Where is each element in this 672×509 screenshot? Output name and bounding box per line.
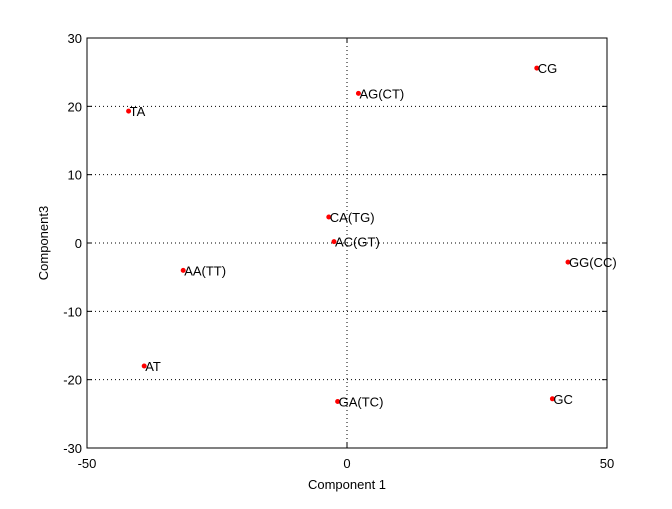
y-tick-label: -20 <box>63 373 82 388</box>
data-point <box>355 90 361 96</box>
x-tick-label: 0 <box>343 456 350 471</box>
data-point <box>565 259 571 265</box>
axis-ticks: -50 0 50 -30 -20 -10 0 10 20 30 <box>63 31 614 471</box>
point-label: GG(CC) <box>569 255 617 270</box>
point-label: GA(TC) <box>339 395 384 410</box>
point-label: AT <box>145 359 161 374</box>
point-label: GC <box>553 392 573 407</box>
y-tick-label: 30 <box>68 31 82 46</box>
data-point <box>335 399 341 405</box>
data-points: TA AG(CT) CG CA(TG) AC(GT) AA(TT) GG(CC) AT GA(T… <box>126 61 617 410</box>
data-point <box>141 363 147 369</box>
y-tick-label: 0 <box>75 236 82 251</box>
data-point <box>126 108 132 114</box>
y-tick-label: 10 <box>68 168 82 183</box>
point-label: TA <box>130 104 146 119</box>
point-label: AG(CT) <box>359 86 404 101</box>
data-point <box>331 239 337 245</box>
data-point <box>549 396 555 402</box>
point-label: CA(TG) <box>330 210 375 225</box>
x-axis-label: Component 1 <box>308 477 386 492</box>
point-label: AC(GT) <box>335 235 380 250</box>
data-point <box>534 65 540 71</box>
x-tick-label: -50 <box>78 456 97 471</box>
y-tick-label: -10 <box>63 304 82 319</box>
x-tick-label: 50 <box>600 456 614 471</box>
data-point <box>326 214 332 220</box>
point-label: AA(TT) <box>184 263 226 278</box>
grid-lines <box>87 38 607 448</box>
point-label: CG <box>538 61 558 76</box>
data-point <box>180 267 186 273</box>
y-tick-label: 20 <box>68 99 82 114</box>
y-axis-label: Component3 <box>36 206 51 280</box>
y-tick-label: -30 <box>63 441 82 456</box>
